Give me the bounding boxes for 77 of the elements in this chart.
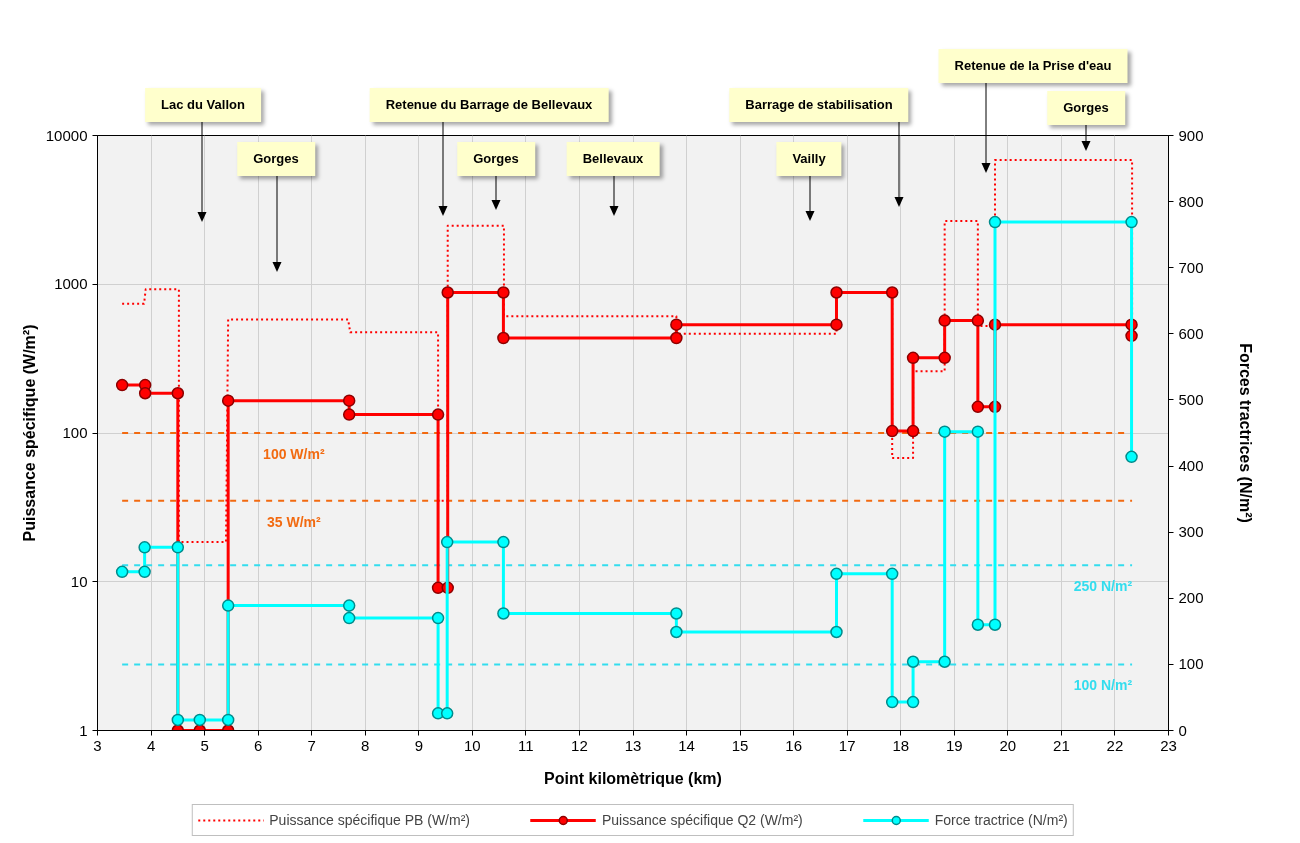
ref-line-label: 100 N/m²: [1073, 677, 1133, 694]
x-tick-label: 23: [1160, 736, 1177, 754]
ref-line-label: 250 N/m²: [1073, 578, 1133, 595]
point: [497, 286, 510, 299]
y-tick-label: 1000: [54, 275, 88, 293]
ref-line-label: 100 W/m²: [263, 446, 325, 462]
callout: Gorges: [1047, 91, 1125, 125]
point: [885, 424, 899, 438]
x-tick-label: 20: [999, 736, 1017, 754]
x-tick-label: 6: [253, 736, 263, 754]
callout: Retenue de la Prise d'eau: [938, 49, 1128, 83]
y2-tick-label: 700: [1178, 258, 1204, 276]
x-tick-label: 16: [785, 736, 802, 754]
y2-tick-label: 600: [1178, 324, 1204, 342]
point: [938, 314, 951, 327]
point: [115, 378, 129, 392]
callout: Gorges: [457, 142, 535, 176]
callout: Barrage de stabilisation: [729, 88, 909, 122]
point: [221, 394, 235, 407]
y2-axis-title: Forces tractrices (N/m²): [1236, 343, 1254, 523]
point: [342, 394, 356, 407]
x-tick-label: 5: [200, 736, 209, 754]
y2-tick-label: 900: [1178, 126, 1204, 144]
point: [971, 400, 985, 414]
point: [938, 351, 951, 365]
point: [971, 314, 985, 327]
x-tick-label: 22: [1106, 736, 1124, 754]
point: [906, 351, 920, 365]
x-axis-title: Point kilomètrique (km): [544, 769, 722, 787]
callout: Retenue du Barrage de Bellevaux: [369, 88, 609, 122]
x-tick-label: 12: [571, 736, 588, 754]
y2-tick-label: 100: [1178, 655, 1204, 673]
point: [138, 387, 152, 400]
y-tick-label: 10: [70, 572, 88, 590]
point: [171, 387, 185, 400]
y-tick-label: 100: [62, 424, 88, 441]
y2-tick-label: 800: [1178, 192, 1204, 210]
x-tick-label: 15: [731, 736, 749, 754]
x-tick-label: 3: [93, 736, 102, 754]
x-tick-label: 8: [361, 736, 370, 754]
x-tick-label: 19: [945, 736, 963, 754]
x-tick-label: 18: [892, 736, 910, 754]
point: [431, 408, 445, 421]
point: [670, 318, 683, 331]
x-tick-label: 14: [678, 736, 695, 754]
x-tick-label: 10: [464, 736, 481, 754]
x-tick-label: 4: [146, 736, 156, 754]
legend-label: Puissance spécifique Q2 (W/m²): [602, 812, 803, 828]
x-tick-label: 21: [1053, 736, 1070, 754]
point: [497, 331, 510, 345]
point: [885, 286, 899, 299]
ref-line-label: 35 W/m²: [266, 513, 321, 530]
y-tick-label: 1: [79, 721, 88, 739]
x-tick-label: 9: [414, 736, 423, 754]
callout: Gorges: [237, 142, 315, 176]
y-tick-label: 10000: [45, 126, 88, 144]
point: [906, 424, 920, 438]
y2-tick-label: 300: [1178, 523, 1204, 541]
y2-tick-label: 200: [1178, 589, 1204, 607]
x-tick-label: 13: [624, 736, 642, 754]
x-tick-label: 7: [307, 736, 316, 754]
y2-tick-label: 0: [1178, 721, 1187, 739]
callout: Lac du Vallon: [145, 88, 261, 122]
y2-tick-label: 500: [1178, 390, 1204, 408]
point: [441, 286, 454, 299]
callout: Bellevaux: [566, 142, 660, 176]
point: [830, 318, 843, 331]
y-axis-title: Puissance spécifique (W/m²): [20, 324, 38, 542]
y2-tick-label: 400: [1178, 457, 1204, 475]
callout: Vailly: [776, 142, 842, 176]
point: [342, 408, 356, 421]
legend-label: Force tractrice (N/m²): [934, 812, 1068, 828]
point: [670, 331, 683, 345]
point: [830, 286, 843, 299]
x-tick-label: 11: [518, 736, 534, 754]
legend-label: Puissance spécifique PB (W/m²): [269, 812, 470, 828]
x-tick-label: 17: [838, 736, 856, 754]
